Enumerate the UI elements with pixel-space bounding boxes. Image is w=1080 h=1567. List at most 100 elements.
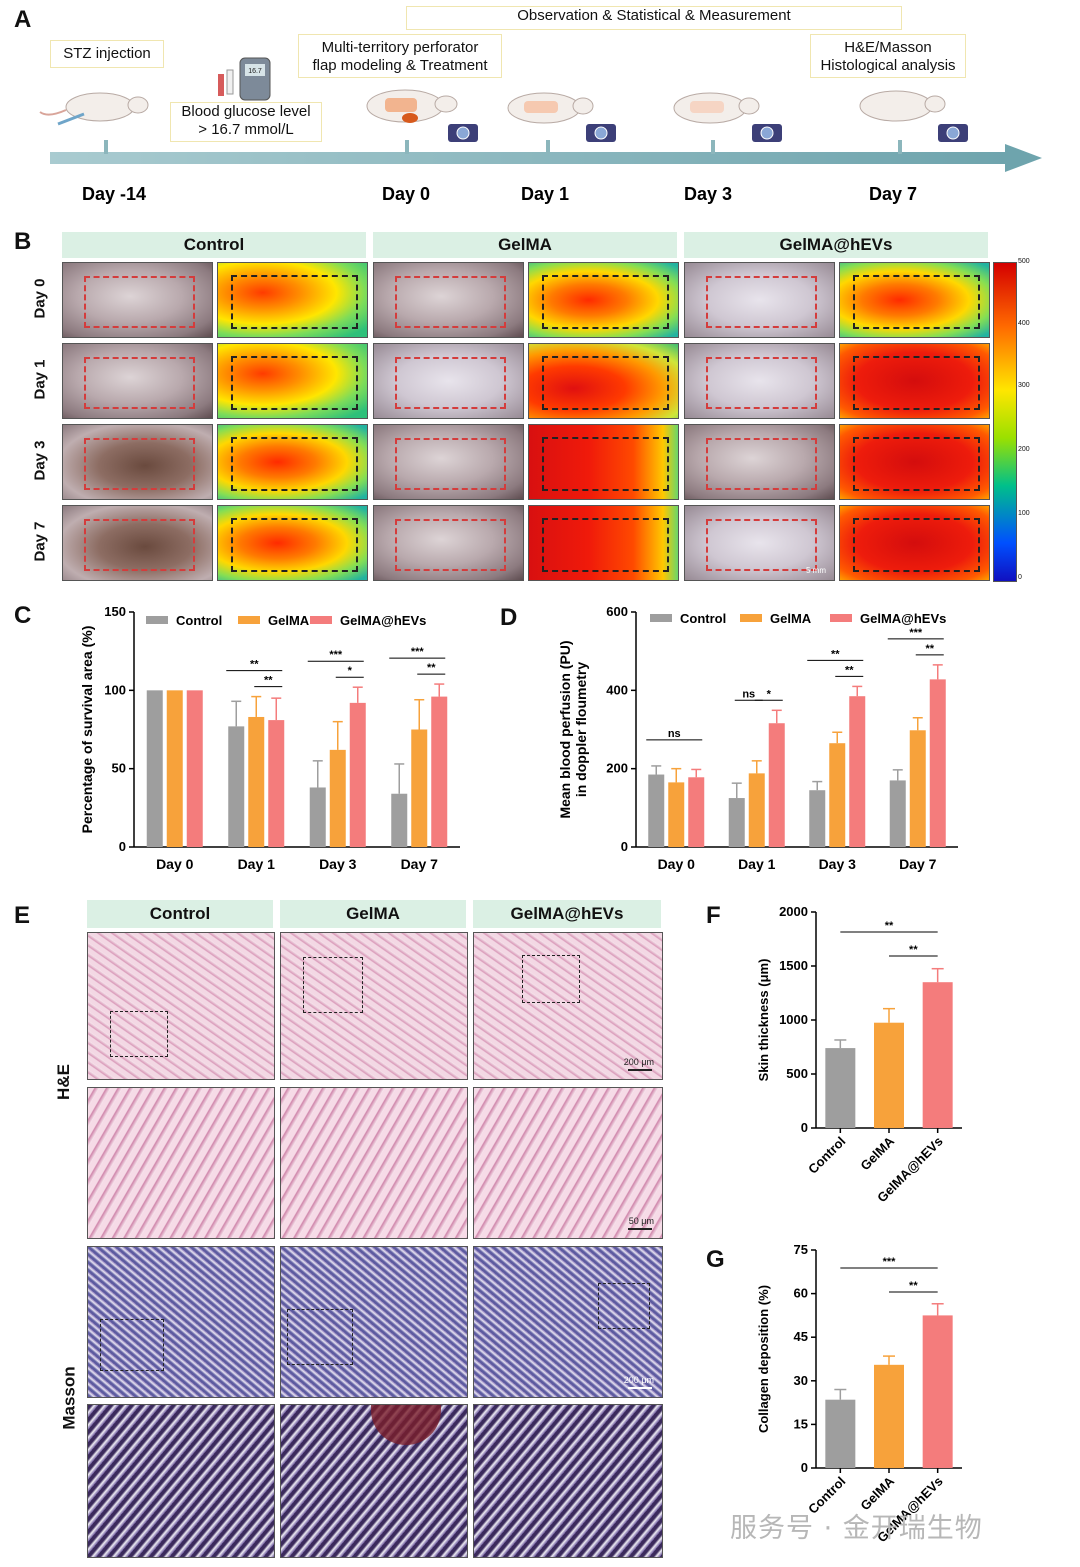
significance-label: ns: [742, 688, 755, 700]
y-tick-label: 100: [104, 682, 126, 697]
b-header-gelma: GelMA: [373, 232, 677, 258]
bar: [922, 982, 953, 1128]
y-tick-label: 2000: [779, 904, 808, 919]
bar: [668, 782, 685, 847]
significance-label: ***: [909, 627, 923, 639]
mouse-day0-icon: [366, 89, 458, 123]
e-he-overview-gelma-hevs: 200 μm: [473, 932, 663, 1080]
e-he-zoom-gelma: [280, 1087, 468, 1239]
legend-swatch: [310, 616, 332, 624]
b-photo-gelma-hevs-day1: [684, 343, 835, 419]
b-colorbar-tick-400: 400: [1018, 320, 1030, 327]
bar: [268, 720, 285, 847]
day-label-minus14: Day -14: [82, 184, 146, 204]
y-tick-label: 0: [801, 1460, 808, 1475]
y-axis-label: Skin thickness (μm): [756, 959, 771, 1082]
e-he-scale-label: 200 μm: [623, 1057, 654, 1067]
timeline-arrow-shaft: [50, 152, 1010, 164]
x-tick-label: Day 3: [319, 856, 357, 872]
b-colorbar-tick-300: 300: [1018, 382, 1030, 389]
e-masson-zoom-control: [87, 1404, 275, 1558]
chart-survival-area: 0 50 100 150 Percentage of survival area (%)…: [79, 604, 460, 872]
legend-swatch: [650, 614, 672, 622]
mouse-day3-icon: [673, 92, 760, 124]
panel-label-f: F: [706, 902, 721, 929]
significance-label: **: [885, 920, 894, 932]
b-doppler-control-day0: [217, 262, 368, 338]
stz-note: STZ injection: [50, 40, 164, 68]
bar: [648, 774, 665, 847]
e-he-zoom-scale-label: 50 μm: [628, 1216, 654, 1226]
b-doppler-gelma-day7: [528, 505, 679, 581]
tick-day-0: [405, 140, 409, 154]
mouse-day1-icon: [507, 92, 594, 124]
x-tick-label: Day 0: [658, 856, 696, 872]
b-photo-control-day7: [62, 505, 213, 581]
b-colorbar-tick-200: 200: [1018, 446, 1030, 453]
x-tick-label: Day 7: [899, 856, 937, 872]
e-masson-zoom-gelma-hevs: [473, 1404, 663, 1558]
b-colorbar-tick-0: 0: [1018, 574, 1022, 581]
b-photo-gelma-day3: [373, 424, 524, 500]
b-doppler-gelma-day0: [528, 262, 679, 338]
bar: [228, 726, 245, 847]
b-row-label-day0: Day 0: [31, 278, 49, 319]
bar: [909, 730, 926, 847]
camera-icon: [448, 124, 968, 142]
y-tick-label: 45: [794, 1329, 808, 1344]
b-doppler-control-day1: [217, 343, 368, 419]
y-tick-label: 50: [112, 761, 126, 776]
b-doppler-control-day3: [217, 424, 368, 500]
legend-swatch: [146, 616, 168, 624]
b-photo-gelma-day0: [373, 262, 524, 338]
bar: [849, 696, 866, 847]
chart-skin-thickness: 0 500 1000 1500 2000 Skin thickness (μm) Contr…: [756, 904, 962, 1205]
significance-label: ***: [411, 646, 425, 658]
glucometer-text: 16.7: [248, 68, 262, 75]
b-photo-control-day0: [62, 262, 213, 338]
significance-label: **: [250, 659, 259, 671]
y-tick-label: 0: [621, 839, 628, 854]
b-photo-gelma-hevs-day3: [684, 424, 835, 500]
bar: [411, 729, 428, 847]
bar: [768, 723, 785, 847]
y-tick-label: 0: [119, 839, 126, 854]
e-he-zoom-gelma-hevs: 50 μm: [473, 1087, 663, 1239]
y-axis-label: Percentage of survival area (%): [79, 626, 95, 834]
b-doppler-control-day7: [217, 505, 368, 581]
day-label-0: Day 0: [382, 184, 430, 204]
e-he-overview-control: [87, 932, 275, 1080]
y-tick-label: 0: [801, 1120, 808, 1135]
x-tick-label: Day 1: [238, 856, 276, 872]
x-tick-label: Day 3: [819, 856, 857, 872]
day-label-3: Day 3: [684, 184, 732, 204]
b-photo-gelma-hevs-day7: [684, 505, 835, 581]
b-doppler-gelma-day1: [528, 343, 679, 419]
legend-swatch: [740, 614, 762, 622]
y-axis-label: Mean blood perfusion (PU): [557, 640, 573, 818]
glucometer-icon: 16.7: [218, 57, 271, 101]
panel-label-d: D: [500, 604, 518, 631]
b-header-control: Control: [62, 232, 366, 258]
significance-label: *: [348, 665, 353, 677]
legend-label: Control: [680, 611, 726, 626]
significance-label: *: [767, 688, 772, 700]
panel-label-e: E: [14, 902, 31, 929]
b-colorbar-tick-500: 500: [1018, 258, 1030, 265]
e-header-control: Control: [87, 900, 273, 928]
e-masson-overview-gelma-hevs: 200 μm: [473, 1246, 663, 1398]
bar: [329, 749, 346, 847]
legend-label: Control: [176, 613, 222, 628]
x-tick-label: GelMA: [857, 1133, 897, 1173]
e-he-overview-gelma: [280, 932, 468, 1080]
x-tick-label: Day 0: [156, 856, 194, 872]
bar: [874, 1022, 904, 1128]
bar: [748, 773, 765, 847]
tick-day-minus14: [104, 140, 108, 154]
significance-label: **: [264, 675, 273, 687]
bar: [889, 780, 906, 847]
day-label-1: Day 1: [521, 184, 569, 204]
legend-label: GelMA@hEVs: [340, 613, 426, 628]
bar: [922, 1315, 953, 1468]
